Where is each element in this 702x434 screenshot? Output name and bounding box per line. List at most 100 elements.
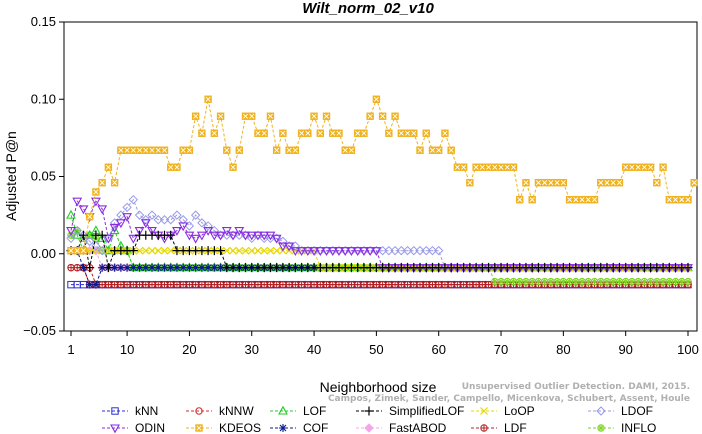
legend-label: ODIN <box>135 421 165 434</box>
data-point <box>66 233 76 244</box>
series-simplifiedlof <box>66 230 693 273</box>
data-point <box>309 247 319 256</box>
data-point <box>235 246 244 255</box>
data-point <box>67 264 75 271</box>
data-point <box>491 278 498 285</box>
data-point <box>329 281 336 288</box>
data-point <box>93 189 99 195</box>
data-point <box>211 281 218 288</box>
data-point <box>610 278 617 285</box>
data-point <box>260 246 269 255</box>
data-point <box>448 147 454 153</box>
data-point <box>391 281 399 288</box>
data-point <box>78 230 88 240</box>
data-point <box>585 278 592 285</box>
data-point <box>466 281 474 288</box>
data-point <box>479 164 485 170</box>
data-point <box>299 130 305 136</box>
data-point <box>647 278 654 285</box>
data-point <box>242 281 249 288</box>
data-point <box>110 263 119 272</box>
data-point <box>234 227 245 236</box>
data-point <box>279 281 287 288</box>
data-point <box>112 180 118 186</box>
data-point <box>229 281 237 288</box>
data-point <box>166 263 175 272</box>
data-point <box>285 281 293 288</box>
data-point <box>91 280 100 289</box>
data-point <box>217 281 224 288</box>
data-point <box>74 248 80 254</box>
legend-label: kNNW <box>219 404 254 418</box>
data-point <box>87 214 93 220</box>
data-point <box>172 263 181 272</box>
data-point <box>504 278 511 285</box>
data-point <box>504 164 510 170</box>
data-point <box>666 278 673 285</box>
data-point <box>454 281 461 288</box>
data-point <box>641 164 647 170</box>
data-point <box>354 281 361 288</box>
data-point <box>141 263 150 272</box>
data-point <box>267 113 273 119</box>
data-point <box>648 164 654 170</box>
data-point <box>360 281 368 288</box>
data-point <box>266 246 275 255</box>
data-point <box>641 278 648 285</box>
data-point <box>166 246 175 255</box>
series-line <box>70 198 688 269</box>
series-line <box>70 200 688 269</box>
data-point <box>192 281 199 288</box>
watermark: Unsupervised Outlier Detection. DAMI, 20… <box>328 382 690 404</box>
legend-marker <box>480 424 488 432</box>
series-layer <box>66 95 698 289</box>
data-point <box>541 278 548 285</box>
data-point <box>336 130 342 136</box>
data-point <box>654 180 660 186</box>
data-point <box>522 278 530 285</box>
y-tick-label: −0.05 <box>23 323 56 338</box>
data-point <box>366 281 374 288</box>
legend-item-knnw: kNNW <box>186 404 254 418</box>
legend-marker <box>195 407 203 415</box>
data-point <box>117 281 125 288</box>
legend-item-lof: LOF <box>270 404 326 418</box>
data-point <box>371 247 382 256</box>
data-point <box>159 215 170 225</box>
data-point <box>216 246 226 256</box>
data-point <box>429 147 435 153</box>
data-point <box>528 278 536 285</box>
legend-label: FastABOD <box>389 421 447 434</box>
y-axis: −0.05 0.00 0.05 0.10 0.15 <box>23 14 64 338</box>
data-point <box>135 263 144 272</box>
data-point <box>149 147 155 153</box>
data-point <box>367 113 373 119</box>
data-point <box>122 213 133 223</box>
data-point <box>221 227 232 236</box>
data-point <box>154 246 163 255</box>
data-point <box>111 281 118 288</box>
data-point <box>128 246 138 256</box>
series-kdeos <box>67 95 698 255</box>
data-point <box>385 281 393 288</box>
data-point <box>148 281 156 288</box>
data-point <box>553 278 561 285</box>
legend-item-simplifiedlof: SimplifiedLOF <box>356 404 464 418</box>
data-point <box>296 247 307 256</box>
x-tick-label: 80 <box>556 342 570 357</box>
series-line <box>71 97 695 252</box>
data-point <box>560 180 566 186</box>
x-tick-label: 50 <box>369 342 383 357</box>
data-point <box>685 197 691 203</box>
data-point <box>203 227 214 236</box>
data-point <box>98 281 106 288</box>
data-point <box>604 180 610 186</box>
data-point <box>346 247 357 256</box>
data-point <box>435 281 442 288</box>
y-tick-label: 0.05 <box>31 169 56 184</box>
x-tick-label: 90 <box>618 342 632 357</box>
data-point <box>137 147 143 153</box>
data-point <box>635 164 641 170</box>
data-point <box>396 245 407 256</box>
data-point <box>179 281 187 288</box>
